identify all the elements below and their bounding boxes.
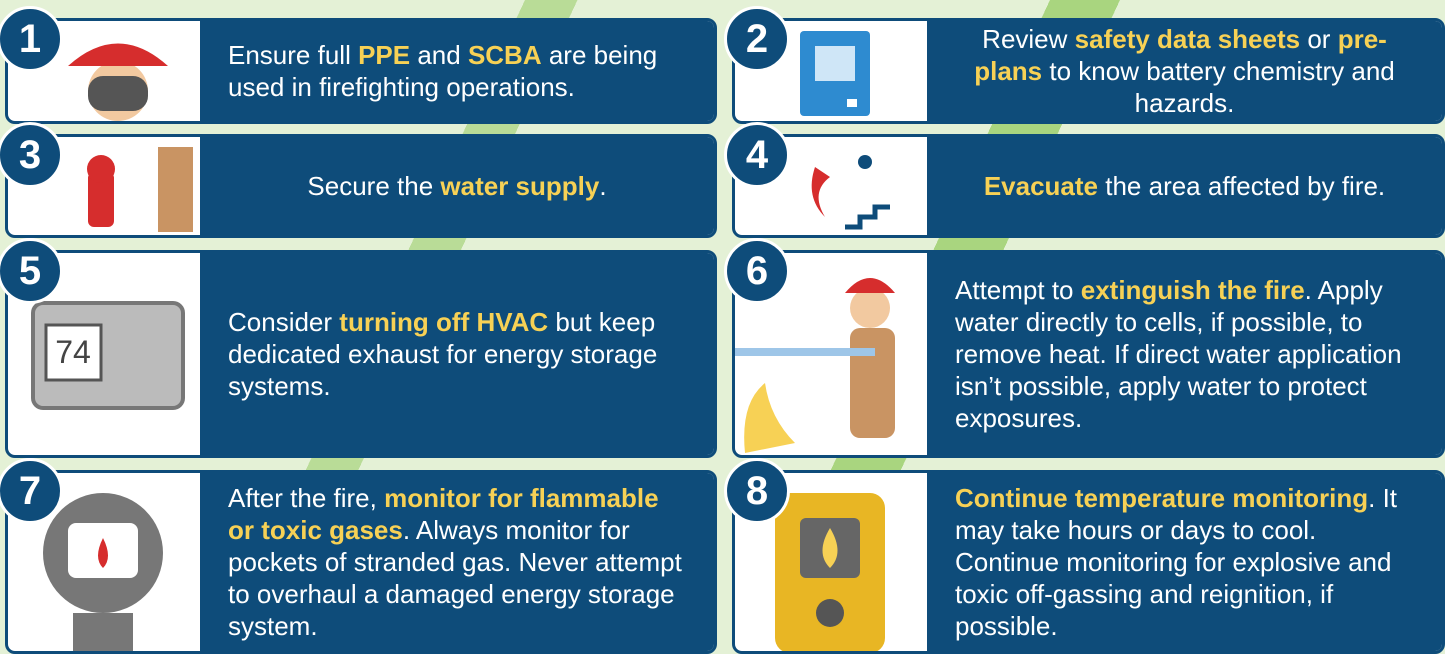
page: (() => { const data = JSON.parse(documen… xyxy=(0,0,1445,654)
step-number: 6 xyxy=(724,238,790,304)
step-paragraph: Evacuate the area affected by fire. xyxy=(984,170,1385,202)
step-text: Review safety data sheets or pre-plans t… xyxy=(927,21,1442,121)
step-number: 4 xyxy=(724,122,790,188)
text-run: or xyxy=(1300,24,1338,54)
step-card: 74 Consider turning off HVAC but keep ded… xyxy=(5,250,717,458)
step-paragraph: Attempt to extinguish the fire. Apply wa… xyxy=(955,274,1414,434)
step-card: Attempt to extinguish the fire. Apply wa… xyxy=(732,250,1445,458)
step-text: Continue temperature monitoring. It may … xyxy=(927,473,1442,651)
step-paragraph: Consider turning off HVAC but keep dedic… xyxy=(228,306,686,402)
step-paragraph: Secure the water supply. xyxy=(307,170,606,202)
highlight-run: SCBA xyxy=(468,40,542,70)
text-run: the area affected by fire. xyxy=(1098,171,1385,201)
step-number: 3 xyxy=(0,122,63,188)
step-card: Evacuate the area affected by fire. xyxy=(732,134,1445,238)
text-run: Consider xyxy=(228,307,339,337)
step-card: Review safety data sheets or pre-plans t… xyxy=(732,18,1445,124)
step-text: Secure the water supply. xyxy=(200,137,714,235)
step-paragraph: Ensure full PPE and SCBA are being used … xyxy=(228,39,686,103)
text-run: Ensure full xyxy=(228,40,358,70)
step-paragraph: Review safety data sheets or pre-plans t… xyxy=(955,23,1414,119)
highlight-run: Evacuate xyxy=(984,171,1098,201)
text-run: Secure the xyxy=(307,171,440,201)
text-run: Review xyxy=(982,24,1074,54)
step-text: Ensure full PPE and SCBA are being used … xyxy=(200,21,714,121)
highlight-run: Continue temperature monitoring xyxy=(955,483,1368,513)
step-paragraph: After the fire, monitor for flammable or… xyxy=(228,482,686,642)
step-card: Secure the water supply. xyxy=(5,134,717,238)
step-card: Ensure full PPE and SCBA are being used … xyxy=(5,18,717,124)
step-text: Evacuate the area affected by fire. xyxy=(927,137,1442,235)
highlight-run: turning off HVAC xyxy=(339,307,548,337)
text-run: . xyxy=(599,171,606,201)
step-text: Attempt to extinguish the fire. Apply wa… xyxy=(927,253,1442,455)
step-card: After the fire, monitor for flammable or… xyxy=(5,470,717,654)
text-run: Attempt to xyxy=(955,275,1081,305)
step-text: After the fire, monitor for flammable or… xyxy=(200,473,714,651)
step-number: 8 xyxy=(724,458,790,524)
highlight-run: extinguish the fire xyxy=(1081,275,1305,305)
text-run: to know battery chemistry and hazards. xyxy=(1042,56,1395,118)
text-run: After the fire, xyxy=(228,483,384,513)
highlight-run: safety data sheets xyxy=(1075,24,1300,54)
step-number: 1 xyxy=(0,6,63,72)
step-number: 5 xyxy=(0,238,63,304)
highlight-run: PPE xyxy=(358,40,410,70)
step-card: Continue temperature monitoring. It may … xyxy=(732,470,1445,654)
step-number: 2 xyxy=(724,6,790,72)
highlight-run: water supply xyxy=(440,171,599,201)
step-paragraph: Continue temperature monitoring. It may … xyxy=(955,482,1414,642)
step-text: Consider turning off HVAC but keep dedic… xyxy=(200,253,714,455)
text-run: and xyxy=(410,40,468,70)
step-number: 7 xyxy=(0,458,63,524)
svg-text:74: 74 xyxy=(55,334,91,370)
